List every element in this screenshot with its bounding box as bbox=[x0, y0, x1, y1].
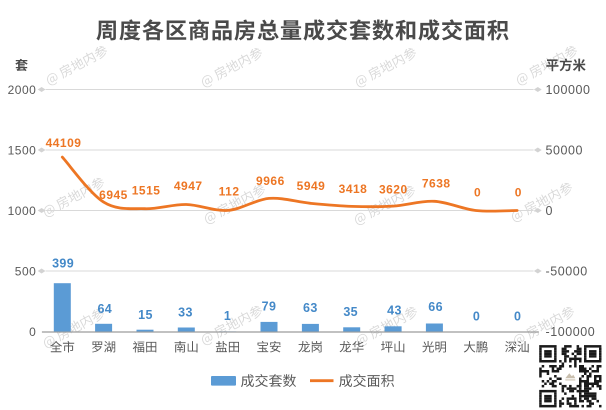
svg-text:43: 43 bbox=[387, 303, 402, 317]
svg-text:64: 64 bbox=[97, 302, 112, 316]
svg-text:4947: 4947 bbox=[174, 179, 203, 193]
svg-text:44109: 44109 bbox=[46, 136, 82, 150]
svg-text:3418: 3418 bbox=[339, 182, 368, 196]
svg-text:500: 500 bbox=[15, 265, 37, 279]
svg-text:3620: 3620 bbox=[379, 182, 408, 196]
svg-text:6945: 6945 bbox=[99, 188, 128, 202]
svg-text:-50000: -50000 bbox=[546, 265, 588, 279]
svg-text:66: 66 bbox=[428, 300, 443, 314]
svg-text:7638: 7638 bbox=[422, 176, 451, 190]
svg-text:35: 35 bbox=[343, 305, 358, 319]
svg-text:9966: 9966 bbox=[256, 174, 285, 188]
svg-text:0: 0 bbox=[474, 185, 481, 199]
svg-text:1515: 1515 bbox=[132, 183, 161, 197]
svg-text:50000: 50000 bbox=[546, 144, 584, 158]
svg-text:0: 0 bbox=[514, 310, 521, 324]
svg-text:1: 1 bbox=[224, 309, 231, 323]
svg-text:2000: 2000 bbox=[8, 83, 37, 97]
svg-text:112: 112 bbox=[219, 185, 240, 199]
svg-text:0: 0 bbox=[515, 185, 522, 199]
svg-text:399: 399 bbox=[52, 257, 74, 271]
svg-text:100000: 100000 bbox=[546, 83, 591, 97]
svg-text:0: 0 bbox=[546, 204, 554, 218]
svg-text:15: 15 bbox=[138, 308, 153, 322]
svg-text:79: 79 bbox=[262, 299, 277, 313]
svg-text:0: 0 bbox=[29, 325, 36, 339]
svg-text:1000: 1000 bbox=[8, 204, 37, 218]
svg-text:0: 0 bbox=[473, 310, 480, 324]
svg-text:1500: 1500 bbox=[8, 144, 37, 158]
svg-text:5949: 5949 bbox=[297, 179, 326, 193]
svg-text:63: 63 bbox=[303, 301, 318, 315]
svg-text:-100000: -100000 bbox=[546, 325, 596, 339]
svg-text:33: 33 bbox=[178, 305, 193, 319]
